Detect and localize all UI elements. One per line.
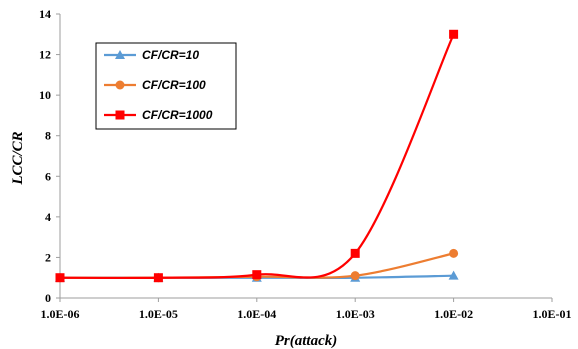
y-tick-label: 2 (45, 250, 51, 264)
legend-label: CF/CR=1000 (142, 108, 213, 122)
data-point (350, 248, 360, 258)
data-point (449, 248, 459, 258)
legend: CF/CR=10 CF/CR=100 CF/CR=1000 (95, 42, 237, 130)
series-line (59, 33, 455, 280)
y-tick-label: 14 (39, 7, 51, 21)
y-tick-label: 4 (45, 210, 51, 224)
x-tick-label: 1.0E-05 (139, 307, 178, 321)
legend-label: CF/CR=10 (142, 48, 199, 62)
series-3 (55, 29, 459, 283)
y-tick-label: 0 (45, 291, 51, 305)
y-tick-label: 6 (45, 169, 51, 183)
legend-item: CF/CR=100 (104, 78, 206, 92)
y-tick-label: 12 (39, 48, 51, 62)
x-axis-title: Pr(attack) (275, 333, 337, 349)
data-point (448, 270, 459, 280)
legend-marker (115, 80, 125, 90)
y-axis-title: LCC/CR (10, 131, 26, 185)
x-tick-label: 1.0E-01 (533, 307, 572, 321)
y-tick-label: 8 (45, 129, 51, 143)
x-tick-label: 1.0E-02 (434, 307, 473, 321)
legend-item: CF/CR=1000 (104, 108, 213, 122)
y-axis: 0 2 4 6 8 10 12 14 (39, 7, 60, 305)
x-tick-label: 1.0E-03 (336, 307, 375, 321)
x-tick-label: 1.0E-04 (237, 307, 276, 321)
series-layer (55, 29, 459, 283)
data-point (449, 29, 459, 39)
legend-marker (115, 110, 125, 120)
data-point (252, 270, 262, 280)
legend-item: CF/CR=10 (104, 48, 199, 62)
data-point (153, 273, 163, 283)
x-axis: 1.0E-06 1.0E-05 1.0E-04 1.0E-03 1.0E-02 1.0E-… (41, 298, 572, 321)
data-point (350, 271, 360, 281)
plot-area (59, 14, 552, 299)
x-tick-label: 1.0E-06 (41, 307, 80, 321)
y-tick-label: 10 (39, 88, 51, 102)
legend-marker (115, 50, 125, 59)
legend-label: CF/CR=100 (142, 78, 206, 92)
data-point (55, 273, 65, 283)
